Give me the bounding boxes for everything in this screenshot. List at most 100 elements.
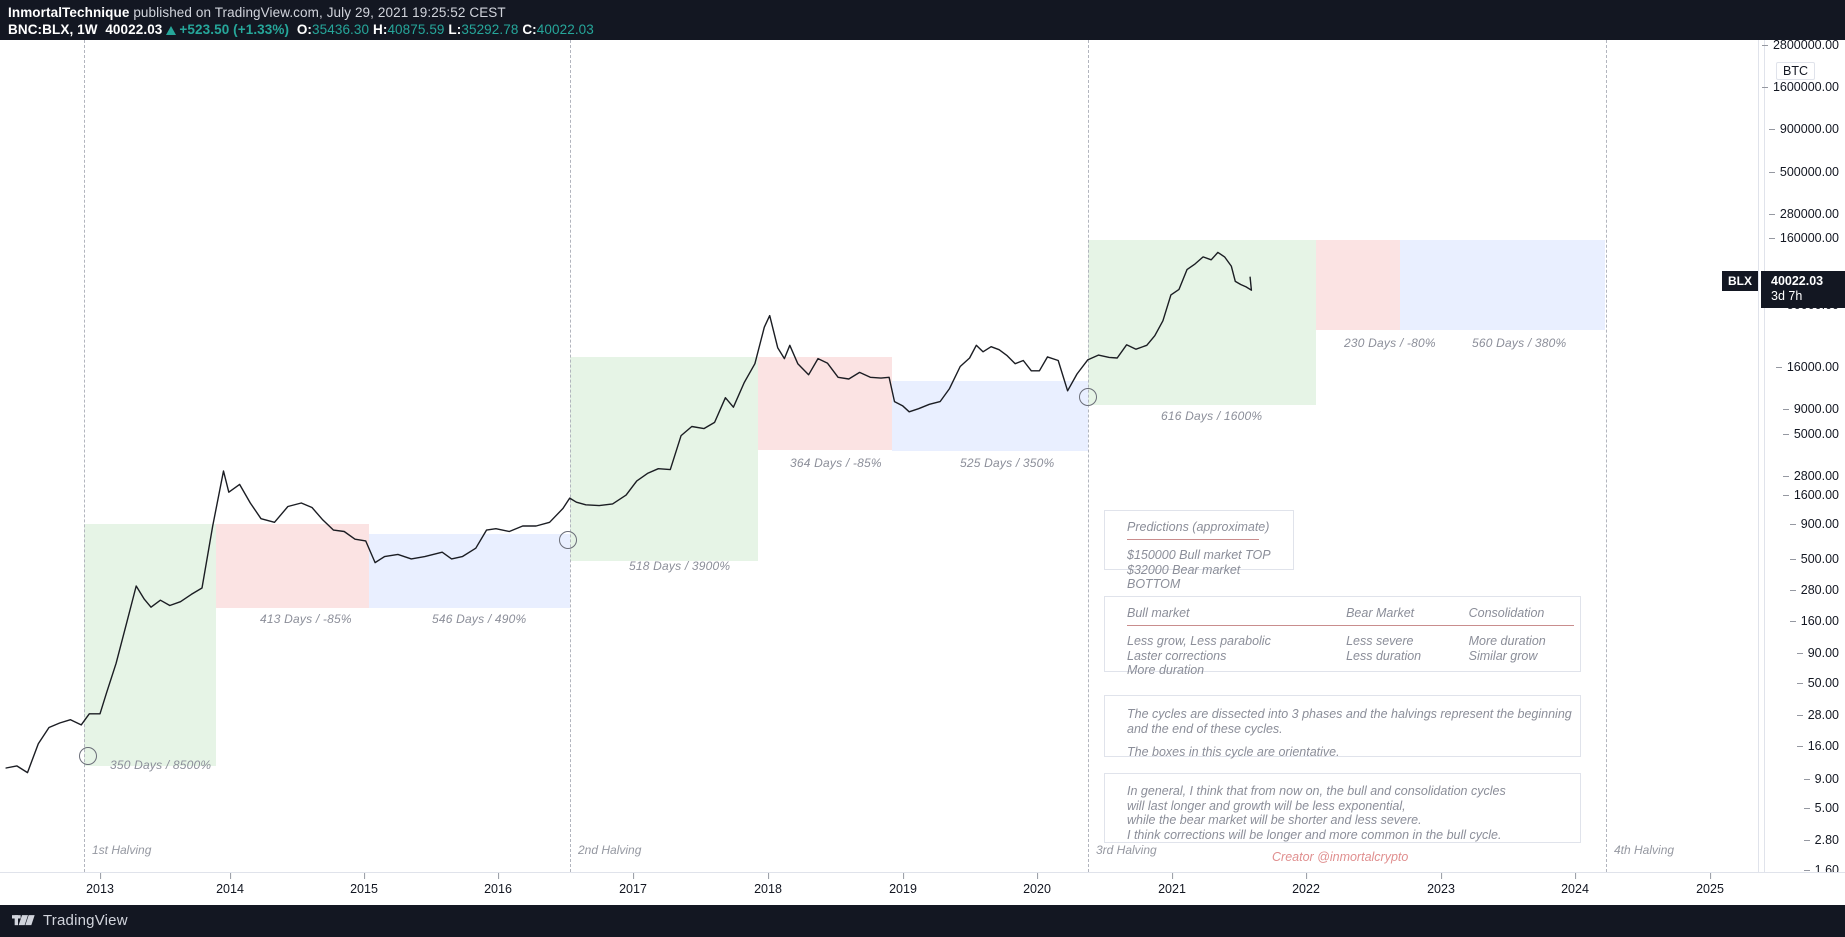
- symbol-label: BNC:BLX, 1W: [8, 22, 98, 37]
- halving-marker-3: [1079, 388, 1097, 406]
- bull-item-2: Laster corrections: [1127, 648, 1227, 663]
- col-header-bear: Bear Market: [1346, 606, 1415, 620]
- high-label: H:: [372, 22, 388, 37]
- phase-box-cons-5[interactable]: [892, 381, 1088, 451]
- time-tick-2020: 2020: [1023, 873, 1051, 896]
- current-price-value: 40022.03: [1771, 274, 1824, 288]
- price-tick-18: 50.00: [1796, 676, 1839, 690]
- price-tick-16: 160.00: [1789, 614, 1839, 628]
- price-tick-14: 500.00: [1789, 552, 1839, 566]
- phase-label-4: 364 Days / -85%: [790, 456, 882, 470]
- price-tick-0: 2800000.00: [1761, 38, 1839, 52]
- low-value: 35292.78: [461, 22, 519, 37]
- general-line-1: In general, I think that from now on, th…: [1127, 784, 1506, 798]
- bull-item-1: Less grow, Less parabolic: [1127, 634, 1271, 648]
- halving-line-3: [1088, 40, 1089, 872]
- general-line-2: will last longer and growth will be less…: [1127, 798, 1406, 813]
- phase-label-7: 230 Days / -80%: [1344, 336, 1436, 350]
- price-axis-line: [1764, 40, 1765, 872]
- phase-box-cons-8[interactable]: [1400, 240, 1605, 330]
- close-value: 40022.03: [536, 22, 594, 37]
- tradingview-brand-text: TradingView: [43, 912, 128, 929]
- phase-box-bull-0[interactable]: [84, 524, 216, 766]
- halving-marker-2: [559, 531, 577, 549]
- last-price: 40022.03: [105, 22, 163, 37]
- price-tick-1: 1600000.00: [1761, 80, 1839, 94]
- halving-line-2: [570, 40, 571, 872]
- close-label: C:: [522, 22, 537, 37]
- price-tick-3: 500000.00: [1768, 165, 1839, 179]
- time-tick-2015: 2015: [350, 873, 378, 896]
- bar-countdown: 3d 7h: [1771, 289, 1803, 303]
- cycles-line-1: The cycles are dissected into 3 phases a…: [1127, 707, 1572, 721]
- currency-badge: BTC: [1776, 62, 1815, 80]
- halving-line-1: [84, 40, 85, 872]
- time-tick-2014: 2014: [216, 873, 244, 896]
- price-tick-8: 16000.00: [1775, 360, 1839, 374]
- predictions-title: Predictions (approximate): [1127, 520, 1270, 534]
- high-value: 40875.59: [387, 22, 445, 37]
- halving-label-3: 3rd Halving: [1096, 843, 1157, 857]
- col-bull-items: Less grow, Less parabolic Laster correct…: [1127, 634, 1346, 678]
- bear-item-2: Less duration: [1346, 648, 1422, 663]
- col-cons-items: More duration Similar grow: [1469, 634, 1580, 678]
- price-tick-12: 1600.00: [1782, 488, 1839, 502]
- publish-info: InmortalTechnique published on TradingVi…: [8, 4, 1845, 21]
- general-line-3: while the bear market will be shorter an…: [1127, 813, 1422, 827]
- price-tick-11: 2800.00: [1782, 469, 1839, 483]
- phase-box-bear-4[interactable]: [758, 357, 892, 450]
- time-tick-2022: 2022: [1292, 873, 1320, 896]
- phase-box-bull-3[interactable]: [570, 357, 758, 561]
- bull-item-3: More duration: [1127, 663, 1205, 677]
- general-note: In general, I think that from now on, th…: [1104, 773, 1581, 843]
- phase-label-2: 546 Days / 490%: [432, 612, 527, 626]
- chart-plot-area[interactable]: 350 Days / 8500% 413 Days / -85% 546 Days …: [0, 40, 1758, 872]
- tradingview-mark-icon: [12, 915, 35, 926]
- time-tick-2017: 2017: [619, 873, 647, 896]
- publish-text: published on TradingView.com, July 29, 2…: [129, 5, 506, 20]
- author-name: InmortalTechnique: [8, 5, 130, 20]
- price-tick-2: 900000.00: [1768, 122, 1839, 136]
- creator-credit: Creator @inmortalcrypto: [1272, 850, 1409, 864]
- cycles-line-2: and the end of these cycles.: [1127, 721, 1283, 736]
- cycles-note: The cycles are dissected into 3 phases a…: [1104, 695, 1581, 759]
- col-header-bull: Bull market: [1127, 606, 1190, 620]
- price-tick-15: 280.00: [1789, 583, 1839, 597]
- halving-marker-1: [79, 747, 97, 765]
- predictions-note: Predictions (approximate) $150000 Bull m…: [1104, 510, 1294, 591]
- price-tick-9: 9000.00: [1782, 402, 1839, 416]
- halving-label-4: 4th Halving: [1614, 843, 1675, 857]
- price-tick-21: 9.00: [1803, 772, 1839, 786]
- bear-item-1: Less severe: [1346, 634, 1414, 648]
- price-tick-23: 2.80: [1803, 833, 1839, 847]
- phase-box-cons-2[interactable]: [369, 534, 570, 608]
- general-line-4: I think corrections will be longer and m…: [1127, 827, 1502, 842]
- time-axis[interactable]: 2013 2014 2015 2016 2017 2018 2019 2020 2021 2022…: [0, 872, 1845, 905]
- phase-label-5: 525 Days / 350%: [960, 456, 1055, 470]
- time-tick-2018: 2018: [754, 873, 782, 896]
- time-tick-2023: 2023: [1427, 873, 1455, 896]
- tradingview-logo: TradingView: [12, 912, 128, 929]
- prediction-bottom: $32000 Bear market BOTTOM: [1127, 562, 1241, 592]
- price-tick-4: 280000.00: [1768, 207, 1839, 221]
- price-tick-5: 160000.00: [1768, 231, 1839, 245]
- price-axis[interactable]: 2800000.00 1600000.00 900000.00 500000.00 28…: [1758, 38, 1845, 909]
- phase-box-bull-6[interactable]: [1088, 240, 1316, 405]
- open-label: O:: [296, 22, 313, 37]
- time-tick-2013: 2013: [86, 873, 114, 896]
- price-tick-20: 16.00: [1796, 739, 1839, 753]
- price-tick-10: 5000.00: [1782, 427, 1839, 441]
- phase-box-bear-1[interactable]: [216, 524, 369, 608]
- price-tick-17: 90.00: [1796, 646, 1839, 660]
- up-arrow-icon: [166, 26, 177, 35]
- phase-label-1: 413 Days / -85%: [260, 612, 352, 626]
- phase-box-bear-7[interactable]: [1316, 240, 1400, 330]
- cons-item-1: More duration: [1468, 634, 1546, 648]
- price-change: +523.50 (+1.33%): [179, 22, 290, 37]
- table-divider: [1127, 625, 1574, 626]
- cycles-line-3: The boxes in this cycle are orientative.: [1127, 745, 1340, 759]
- time-tick-2021: 2021: [1158, 873, 1186, 896]
- time-tick-2019: 2019: [889, 873, 917, 896]
- phase-label-8: 560 Days / 380%: [1472, 336, 1567, 350]
- time-tick-2025: 2025: [1696, 873, 1724, 896]
